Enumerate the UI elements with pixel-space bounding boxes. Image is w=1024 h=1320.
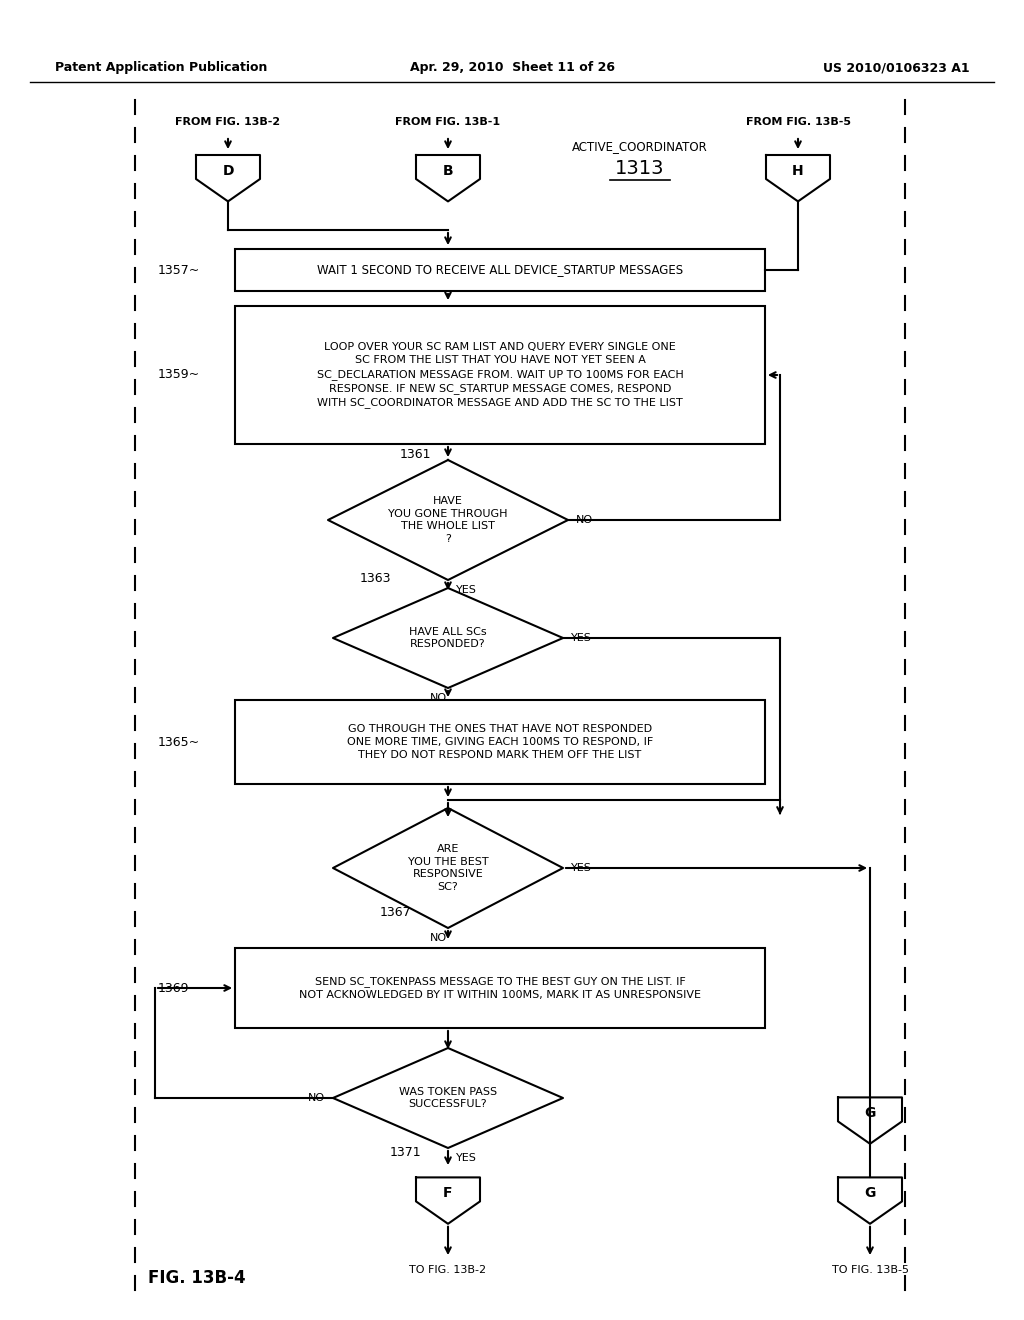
Text: G: G	[864, 1187, 876, 1200]
Text: B: B	[442, 164, 454, 178]
Polygon shape	[838, 1177, 902, 1224]
Polygon shape	[196, 154, 260, 202]
Text: FROM FIG. 13B-1: FROM FIG. 13B-1	[395, 117, 501, 127]
Text: 1359~: 1359~	[158, 368, 200, 381]
Text: ARE
YOU THE BEST
RESPONSIVE
SC?: ARE YOU THE BEST RESPONSIVE SC?	[408, 845, 488, 891]
Text: LOOP OVER YOUR SC RAM LIST AND QUERY EVERY SINGLE ONE
SC FROM THE LIST THAT YOU : LOOP OVER YOUR SC RAM LIST AND QUERY EVE…	[316, 342, 683, 408]
Text: 1365~: 1365~	[158, 735, 200, 748]
Polygon shape	[416, 1177, 480, 1224]
Polygon shape	[333, 1048, 563, 1148]
Text: FIG. 13B-4: FIG. 13B-4	[148, 1269, 246, 1287]
Text: 1363: 1363	[360, 572, 391, 585]
Text: D: D	[222, 164, 233, 178]
Text: SEND SC_TOKENPASS MESSAGE TO THE BEST GUY ON THE LIST. IF
NOT ACKNOWLEDGED BY IT: SEND SC_TOKENPASS MESSAGE TO THE BEST GU…	[299, 975, 701, 1001]
FancyBboxPatch shape	[234, 306, 765, 444]
Polygon shape	[333, 587, 563, 688]
Text: YES: YES	[571, 634, 592, 643]
Polygon shape	[328, 459, 568, 579]
Text: HAVE ALL SCs
RESPONDED?: HAVE ALL SCs RESPONDED?	[410, 627, 486, 649]
Text: HAVE
YOU GONE THROUGH
THE WHOLE LIST
?: HAVE YOU GONE THROUGH THE WHOLE LIST ?	[388, 496, 508, 544]
Text: TO FIG. 13B-5: TO FIG. 13B-5	[831, 1265, 908, 1275]
Text: 1313: 1313	[615, 158, 665, 177]
Text: YES: YES	[456, 1152, 477, 1163]
Text: H: H	[793, 164, 804, 178]
Text: NO: NO	[308, 1093, 325, 1104]
Polygon shape	[416, 154, 480, 202]
Text: NO: NO	[575, 515, 593, 525]
Text: NO: NO	[429, 693, 446, 704]
Text: 1369~: 1369~	[158, 982, 200, 994]
Text: GO THROUGH THE ONES THAT HAVE NOT RESPONDED
ONE MORE TIME, GIVING EACH 100MS TO : GO THROUGH THE ONES THAT HAVE NOT RESPON…	[347, 723, 653, 760]
Text: Patent Application Publication: Patent Application Publication	[55, 62, 267, 74]
Text: TO FIG. 13B-2: TO FIG. 13B-2	[410, 1265, 486, 1275]
Text: WAIT 1 SECOND TO RECEIVE ALL DEVICE_STARTUP MESSAGES: WAIT 1 SECOND TO RECEIVE ALL DEVICE_STAR…	[317, 264, 683, 276]
Text: Apr. 29, 2010  Sheet 11 of 26: Apr. 29, 2010 Sheet 11 of 26	[410, 62, 614, 74]
FancyBboxPatch shape	[234, 948, 765, 1028]
Text: YES: YES	[571, 863, 592, 873]
Text: FROM FIG. 13B-5: FROM FIG. 13B-5	[745, 117, 851, 127]
Text: F: F	[443, 1187, 453, 1200]
Polygon shape	[838, 1097, 902, 1144]
Text: NO: NO	[429, 933, 446, 942]
FancyBboxPatch shape	[234, 700, 765, 784]
Text: YES: YES	[456, 585, 477, 595]
FancyBboxPatch shape	[234, 249, 765, 290]
Text: FROM FIG. 13B-2: FROM FIG. 13B-2	[175, 117, 281, 127]
Text: 1361: 1361	[400, 449, 431, 462]
Text: 1371: 1371	[390, 1147, 422, 1159]
Text: US 2010/0106323 A1: US 2010/0106323 A1	[823, 62, 970, 74]
Polygon shape	[766, 154, 830, 202]
Text: G: G	[864, 1106, 876, 1121]
Text: 1357~: 1357~	[158, 264, 200, 276]
Text: WAS TOKEN PASS
SUCCESSFUL?: WAS TOKEN PASS SUCCESSFUL?	[399, 1086, 497, 1109]
Text: 1367: 1367	[380, 907, 412, 920]
Polygon shape	[333, 808, 563, 928]
Text: ACTIVE_COORDINATOR: ACTIVE_COORDINATOR	[572, 140, 708, 153]
